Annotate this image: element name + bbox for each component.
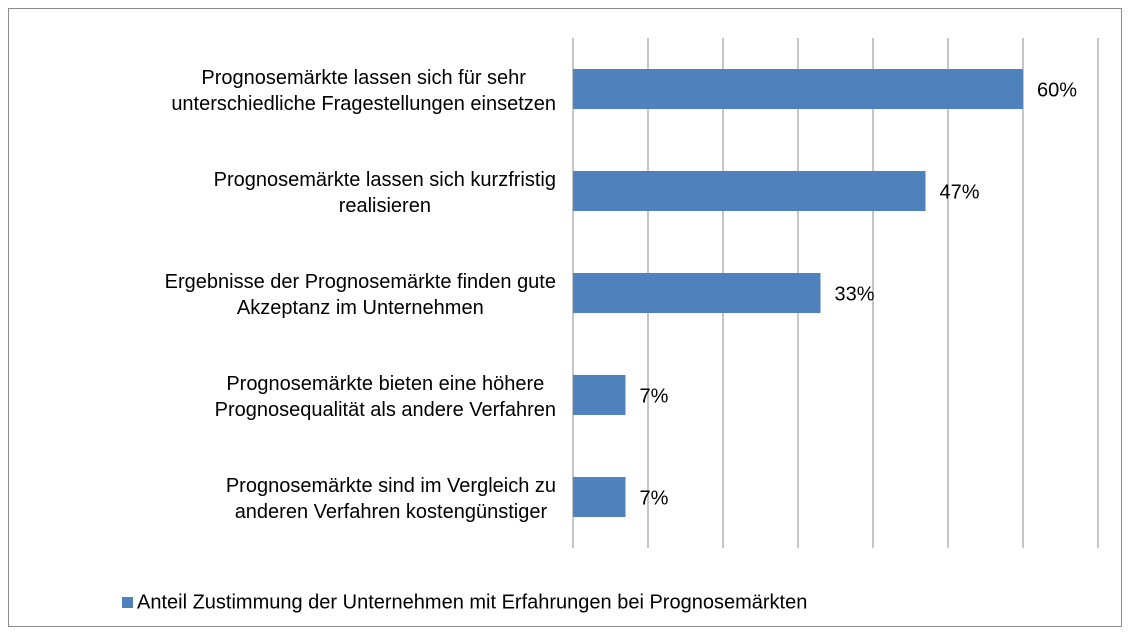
legend-swatch: [122, 597, 133, 608]
bar: [573, 477, 626, 517]
value-label: 33%: [835, 283, 875, 305]
value-label: 7%: [640, 385, 669, 407]
value-label: 47%: [940, 181, 980, 203]
category-label: Prognosemärkte bieten eine höhere Progno…: [214, 373, 556, 421]
value-label: 7%: [640, 487, 669, 509]
bar: [573, 273, 821, 313]
category-label: Prognosemärkte lassen sich für sehr unte…: [171, 67, 556, 115]
category-label: Prognosemärkte lassen sich kurzfristig r…: [213, 169, 556, 217]
category-label: Prognosemärkte sind im Vergleich zu ande…: [225, 475, 556, 523]
chart-border: [8, 8, 1122, 627]
category-label: Ergebnisse der Prognosemärkte finden gut…: [164, 271, 556, 319]
value-label: 60%: [1037, 79, 1077, 101]
bar: [573, 375, 626, 415]
legend-label: Anteil Zustimmung der Unternehmen mit Er…: [137, 591, 807, 613]
bar: [573, 69, 1023, 109]
bar: [573, 171, 926, 211]
